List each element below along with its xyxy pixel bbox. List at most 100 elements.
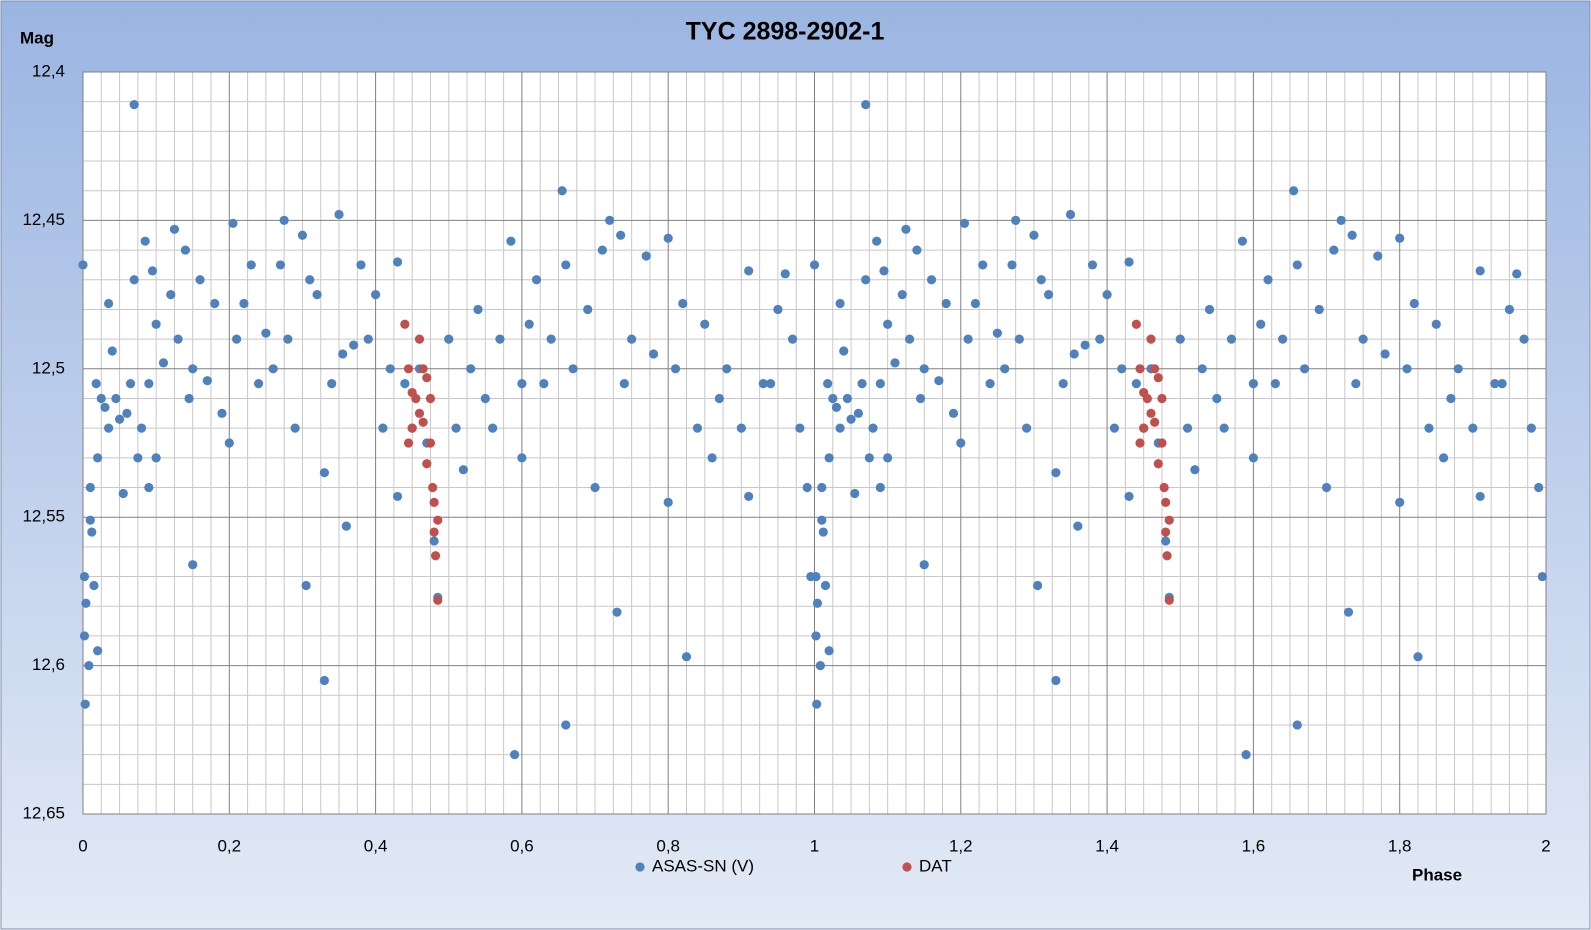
marks (78, 100, 1547, 760)
data-point (524, 319, 534, 329)
data-point (217, 408, 227, 418)
data-point (736, 423, 746, 433)
data-point (824, 453, 834, 463)
data-point (85, 515, 95, 525)
data-point (268, 364, 278, 374)
data-point (1051, 468, 1061, 478)
data-point (1497, 379, 1507, 389)
data-point (428, 482, 438, 493)
x-tick-label: 1,4 (1095, 836, 1119, 855)
data-point (195, 275, 205, 285)
x-tick-label: 1,6 (1242, 836, 1266, 855)
data-point (283, 334, 293, 344)
data-point (681, 652, 692, 662)
data-point (239, 298, 249, 309)
data-point (385, 364, 395, 374)
data-point (1453, 364, 1463, 374)
data-point (104, 298, 114, 309)
data-point (297, 230, 308, 240)
data-point (850, 488, 860, 499)
data-point (1329, 245, 1339, 255)
data-point (1161, 497, 1171, 507)
data-point (663, 497, 673, 507)
data-point (1080, 340, 1090, 350)
data-point (290, 423, 300, 433)
data-point (184, 393, 194, 404)
data-point (1007, 260, 1017, 270)
y-axis-label: Mag (20, 28, 54, 47)
data-point (890, 358, 900, 368)
data-point (809, 260, 820, 270)
data-point (557, 186, 567, 196)
data-point (275, 260, 286, 270)
data-point (261, 328, 271, 338)
data-point (1321, 482, 1332, 493)
data-point (1248, 379, 1258, 389)
data-point (583, 304, 593, 315)
data-point (1157, 393, 1167, 404)
data-point (1263, 275, 1273, 285)
data-point (648, 349, 659, 359)
data-point (411, 393, 421, 404)
data-point (140, 236, 150, 246)
data-point (1475, 266, 1485, 276)
data-point (458, 465, 468, 475)
data-point (1468, 423, 1478, 433)
data-point (430, 551, 441, 561)
data-point (811, 571, 821, 582)
x-tick-label: 0,2 (217, 836, 241, 855)
data-point (414, 408, 425, 418)
data-point (1300, 364, 1310, 374)
data-point (1373, 251, 1383, 261)
y-tick-label: 12,5 (32, 358, 65, 377)
data-point (817, 515, 827, 525)
data-point (1438, 453, 1449, 463)
data-point (926, 275, 937, 285)
data-point (1011, 215, 1021, 225)
data-point (1131, 319, 1141, 329)
data-point (517, 379, 527, 389)
data-point (670, 364, 681, 374)
data-point (166, 290, 176, 300)
data-point (561, 260, 571, 270)
data-point (795, 423, 805, 433)
data-point (129, 100, 139, 110)
data-point (1043, 290, 1054, 300)
x-tick-label: 0,4 (364, 836, 388, 855)
data-point (403, 438, 414, 448)
data-point (904, 334, 915, 344)
data-point (84, 661, 94, 671)
data-point (722, 364, 732, 374)
data-point (433, 595, 443, 605)
data-point (919, 560, 929, 570)
data-point (407, 423, 417, 433)
data-point (897, 290, 907, 300)
data-point (948, 408, 959, 418)
data-point (1409, 298, 1419, 309)
x-tick-label: 0,6 (510, 836, 534, 855)
data-point (136, 423, 147, 433)
data-point (546, 334, 556, 344)
data-point (403, 364, 414, 374)
data-point (466, 364, 476, 374)
data-point (122, 408, 132, 418)
data-point (978, 260, 988, 270)
x-axis-label: Phase (1412, 865, 1462, 884)
data-point (812, 699, 822, 709)
data-point (147, 266, 158, 276)
data-point (1022, 423, 1032, 433)
data-point (1190, 465, 1200, 475)
data-point (93, 453, 103, 463)
data-point (104, 423, 114, 433)
data-point (1175, 334, 1185, 344)
data-point (883, 453, 893, 463)
data-point (433, 515, 443, 525)
data-point (114, 414, 125, 424)
data-point (1358, 334, 1368, 344)
data-point (451, 423, 461, 433)
data-point (173, 334, 183, 344)
data-point (815, 661, 825, 671)
data-point (853, 408, 863, 418)
data-point (1336, 215, 1346, 225)
data-point (700, 319, 710, 329)
